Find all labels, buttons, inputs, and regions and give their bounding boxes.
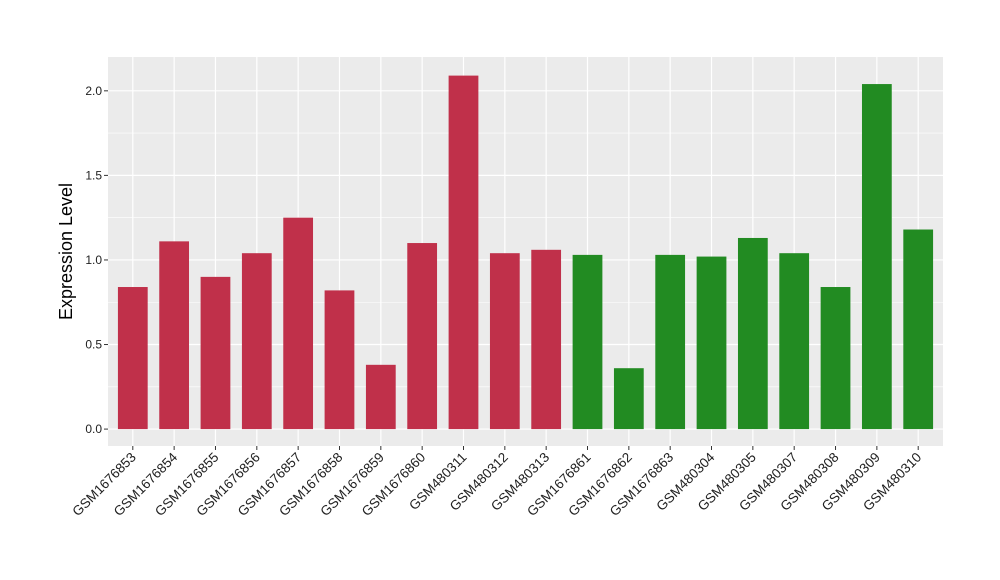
bar-gsm1676863 <box>655 254 686 430</box>
bar-gsm480311 <box>448 75 479 430</box>
y-tick-label: 1.5 <box>85 168 102 182</box>
bar-gsm480313 <box>531 249 562 430</box>
y-axis-title: Expression Level <box>56 183 76 320</box>
y-tick-label: 0.5 <box>85 338 102 352</box>
x-axis: GSM1676853GSM1676854GSM1676855GSM1676856… <box>69 446 924 519</box>
bar-gsm480304 <box>696 256 727 430</box>
bar-gsm1676860 <box>407 243 438 430</box>
y-axis: 0.0 0.5 1.0 1.5 2.0 <box>85 84 108 436</box>
bar-gsm480309 <box>861 84 892 430</box>
bar-gsm1676857 <box>283 217 314 430</box>
bar-gsm480305 <box>737 237 768 430</box>
bar-gsm1676856 <box>241 253 272 430</box>
bar-gsm1676861 <box>572 254 603 430</box>
bar-gsm1676858 <box>324 290 355 430</box>
bar-gsm480307 <box>779 253 810 430</box>
bar-gsm1676853 <box>117 287 148 430</box>
bar-gsm1676855 <box>200 276 231 430</box>
bar-gsm1676859 <box>365 364 396 430</box>
y-tick-label: 1.0 <box>85 253 102 267</box>
bar-gsm480312 <box>489 253 520 430</box>
plot-panel <box>108 57 943 446</box>
bars <box>117 75 934 430</box>
bar-gsm1676862 <box>613 368 644 430</box>
y-tick-label: 2.0 <box>85 84 102 98</box>
bar-gsm480310 <box>903 229 934 430</box>
y-tick-label: 0.0 <box>85 422 102 436</box>
bar-gsm1676854 <box>159 241 190 430</box>
bar-gsm480308 <box>820 287 851 430</box>
